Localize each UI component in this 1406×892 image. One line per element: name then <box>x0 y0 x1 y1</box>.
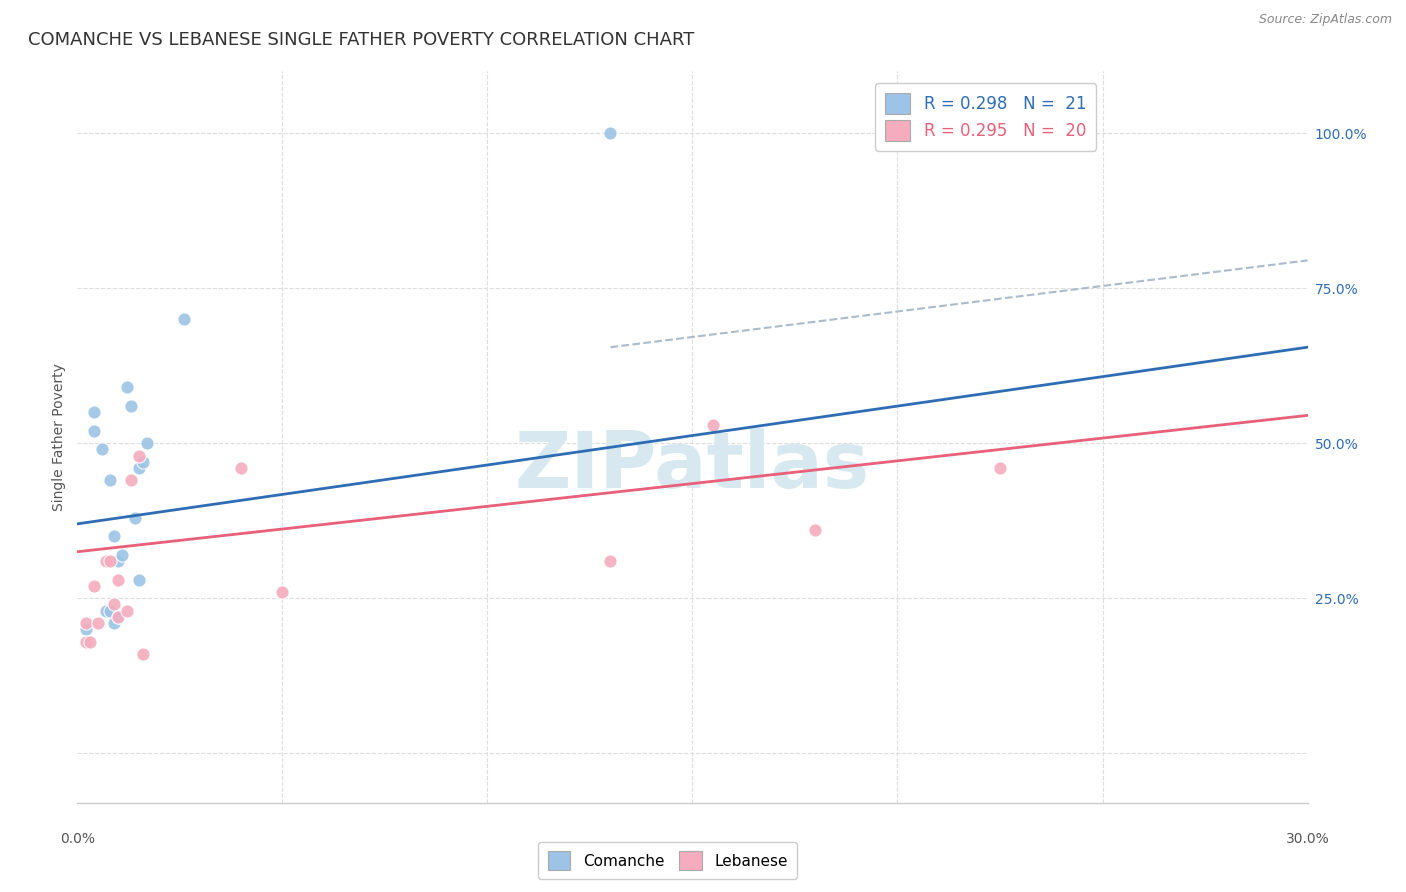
Point <box>173 312 195 326</box>
Point <box>702 417 724 432</box>
Point <box>128 461 150 475</box>
Point <box>804 523 827 537</box>
Point <box>83 424 105 438</box>
Point <box>599 554 621 568</box>
Point <box>115 604 138 618</box>
Point <box>75 634 97 648</box>
Point <box>98 554 121 568</box>
Text: 30.0%: 30.0% <box>1285 832 1330 846</box>
Point <box>107 554 129 568</box>
Point <box>599 126 621 140</box>
Legend: Comanche, Lebanese: Comanche, Lebanese <box>538 842 797 880</box>
Point <box>107 610 129 624</box>
Point <box>231 461 253 475</box>
Point <box>107 573 129 587</box>
Point <box>103 615 125 630</box>
Point <box>79 634 101 648</box>
Point <box>98 474 121 488</box>
Point <box>90 442 114 457</box>
Point <box>136 436 159 450</box>
Point <box>75 615 97 630</box>
Point <box>128 573 150 587</box>
Point <box>87 615 110 630</box>
Point <box>103 529 125 543</box>
Text: COMANCHE VS LEBANESE SINGLE FATHER POVERTY CORRELATION CHART: COMANCHE VS LEBANESE SINGLE FATHER POVER… <box>28 31 695 49</box>
Point <box>94 554 117 568</box>
Point <box>132 455 155 469</box>
Point <box>98 604 121 618</box>
Point <box>75 622 97 636</box>
Text: Source: ZipAtlas.com: Source: ZipAtlas.com <box>1258 13 1392 27</box>
Point <box>83 579 105 593</box>
Point <box>94 604 117 618</box>
Point <box>103 598 125 612</box>
Point <box>128 449 150 463</box>
Text: 0.0%: 0.0% <box>60 832 94 846</box>
Point <box>115 380 138 394</box>
Point <box>124 510 146 524</box>
Point <box>988 461 1011 475</box>
Point <box>120 474 142 488</box>
Y-axis label: Single Father Poverty: Single Father Poverty <box>52 363 66 511</box>
Point <box>132 647 155 661</box>
Point <box>107 610 129 624</box>
Point <box>120 399 142 413</box>
Point <box>271 585 294 599</box>
Point <box>111 548 134 562</box>
Point <box>83 405 105 419</box>
Text: ZIPatlas: ZIPatlas <box>515 428 870 504</box>
